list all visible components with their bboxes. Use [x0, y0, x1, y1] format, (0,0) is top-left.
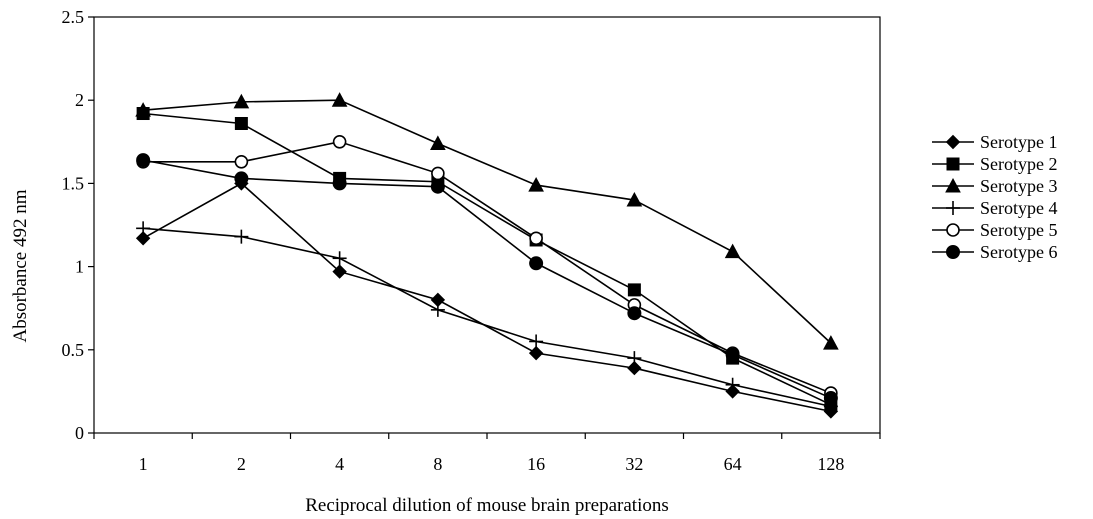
- data-point: [332, 251, 347, 266]
- data-point: [725, 377, 740, 392]
- x-tick-label: 8: [433, 454, 442, 474]
- data-point: [331, 92, 348, 107]
- data-point: [529, 256, 544, 271]
- y-axis-label: Absorbance 492 nm: [10, 189, 31, 342]
- legend-label: Serotype 4: [980, 198, 1057, 218]
- legend-label: Serotype 1: [980, 132, 1057, 152]
- y-tick-label: 1.5: [62, 173, 85, 193]
- series-line: [142, 159, 832, 399]
- x-axis-label: Reciprocal dilution of mouse brain prepa…: [305, 495, 669, 516]
- data-point: [529, 231, 543, 246]
- data-point: [627, 351, 642, 366]
- legend-item: Serotype 3: [932, 176, 1057, 196]
- data-point: [627, 283, 641, 297]
- data-point: [626, 191, 643, 207]
- series-6: [136, 153, 838, 406]
- data-point: [332, 264, 347, 279]
- legend-label: Serotype 2: [980, 154, 1057, 174]
- series-line: [143, 227, 832, 408]
- series-3: [135, 92, 839, 350]
- x-tick-label: 4: [335, 454, 344, 474]
- data-point: [233, 93, 250, 109]
- data-point: [431, 166, 445, 181]
- y-tick-label: 1: [75, 257, 84, 277]
- series-line: [143, 99, 832, 344]
- legend-marker: [945, 134, 961, 150]
- data-point: [430, 135, 446, 150]
- data-point: [725, 347, 740, 362]
- data-point: [136, 153, 151, 168]
- y-tick-label: 2.5: [62, 7, 85, 27]
- data-point: [234, 116, 248, 130]
- legend-item: Serotype 5: [932, 220, 1057, 240]
- legend-marker: [946, 223, 960, 237]
- series-line: [143, 140, 832, 394]
- data-point: [135, 102, 151, 117]
- data-point: [234, 229, 249, 244]
- x-tick-label: 1: [139, 454, 148, 474]
- data-point: [332, 176, 347, 191]
- x-tick-label: 2: [237, 454, 246, 474]
- data-point: [627, 306, 642, 321]
- y-tick-label: 0.5: [62, 340, 85, 360]
- legend-item: Serotype 1: [932, 132, 1057, 152]
- data-point: [823, 391, 838, 406]
- y-tick-label: 2: [75, 90, 84, 110]
- data-point: [136, 221, 151, 236]
- x-tick-label: 128: [817, 454, 844, 474]
- data-point: [234, 171, 249, 186]
- data-point: [823, 335, 839, 350]
- data-point: [135, 231, 151, 246]
- data-point: [529, 334, 544, 349]
- series-line: [142, 182, 832, 413]
- legend-label: Serotype 3: [980, 176, 1057, 196]
- data-point: [724, 243, 741, 259]
- data-point: [332, 135, 347, 149]
- series-2: [136, 107, 838, 412]
- legend-item: Serotype 2: [932, 154, 1057, 174]
- legend-item: Serotype 4: [932, 198, 1057, 218]
- legend-marker: [946, 157, 960, 171]
- data-point: [528, 345, 544, 361]
- legend-label: Serotype 5: [980, 220, 1057, 240]
- data-point: [627, 360, 642, 376]
- series-4: [136, 221, 838, 414]
- series-line: [143, 112, 832, 406]
- y-tick-label: 0: [75, 423, 84, 443]
- data-point: [234, 154, 249, 169]
- data-point: [528, 177, 544, 192]
- legend-label: Serotype 6: [980, 242, 1057, 262]
- legend-marker: [946, 245, 960, 259]
- legend-marker: [946, 201, 960, 215]
- x-tick-label: 16: [527, 454, 545, 474]
- legend-marker: [945, 177, 961, 193]
- x-tick-label: 32: [625, 454, 643, 474]
- legend-item: Serotype 6: [932, 242, 1057, 262]
- data-point: [430, 179, 445, 194]
- data-point: [430, 302, 445, 317]
- x-tick-label: 64: [724, 454, 742, 474]
